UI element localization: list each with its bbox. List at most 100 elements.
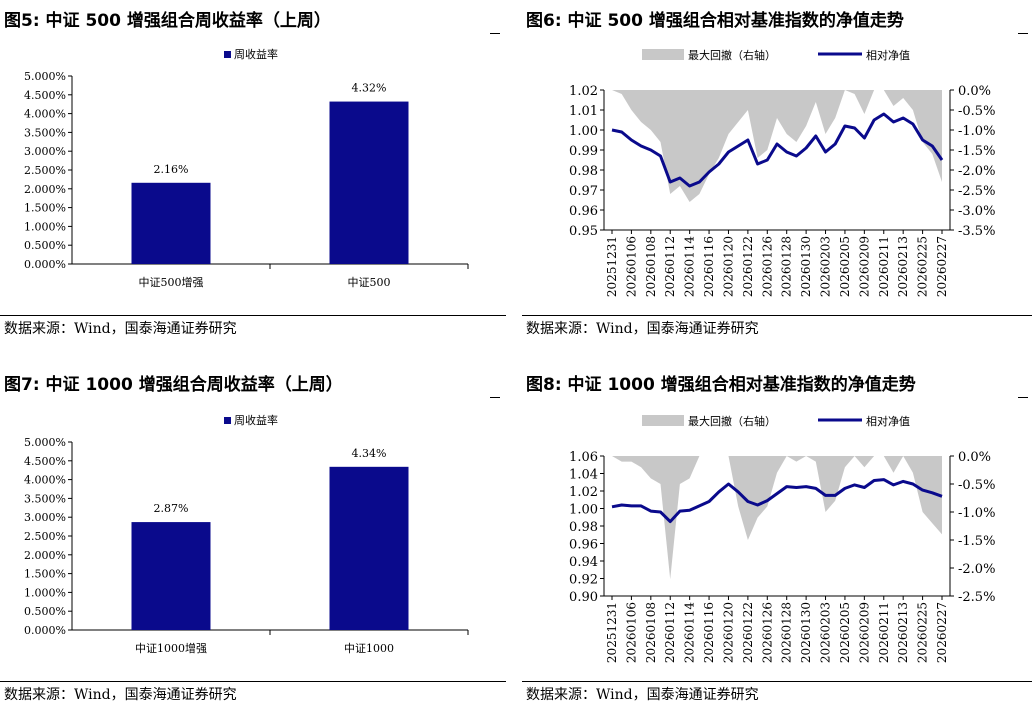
x-tick-label: 20260225 [916,236,930,297]
x-tick-label: 20251231 [605,236,619,297]
x-tick-label: 20260227 [935,602,949,663]
legend-swatch-drawdown [642,415,684,426]
right-tick-label: -1.5% [958,144,995,159]
bar [329,101,409,265]
legend-swatch [224,417,231,424]
x-tick-label: 20260108 [644,602,658,663]
title-divider [1018,33,1028,34]
y-tick-label: 1.000% [24,586,66,599]
x-tick-label: 20260209 [857,602,871,663]
y-tick-label: 4.500% [24,455,66,468]
x-tick-label: 20260130 [799,602,813,663]
x-tick-label: 20260122 [741,236,755,297]
y-tick-label: 1.000% [24,220,66,233]
y-tick-label: 4.000% [24,474,66,487]
left-tick-label: 0.96 [569,538,598,553]
title-divider [1018,397,1028,398]
figure-7-panel: 图7: 中证 1000 增强组合周收益率（上周） 周收益率 0.000% 0.500… [0,362,506,707]
legend-swatch-drawdown [642,49,684,60]
left-tick-label: 1.04 [569,468,598,483]
figure-7-title: 图7: 中证 1000 增强组合周收益率（上周） [4,375,343,395]
x-tick-label: 20260112 [663,236,677,297]
figure-7-source: 数据来源：Wind，国泰海通证券研究 [4,687,237,703]
bar [131,182,211,264]
x-tick-label: 20260203 [819,236,833,297]
left-tick-label: 0.94 [569,555,598,570]
figure-5-title: 图5: 中证 500 增强组合周收益率（上周） [4,11,331,31]
figure-5-chart: 周收益率 0.000% 0.500% 1.000% 1.500% 2.000% 2.500%… [24,47,469,289]
left-tick-label: 0.97 [569,184,598,199]
y-tick-label: 2.500% [24,530,66,543]
legend-label-drawdown: 最大回撤（右轴） [688,48,776,62]
x-tick-label: 20260122 [741,602,755,663]
data-label: 2.16% [154,163,189,176]
figure-5-panel: 图5: 中证 500 增强组合周收益率（上周） 周收益率 0.000% 0.500%… [0,0,506,345]
drawdown-area [612,90,942,202]
left-tick-label: 1.02 [569,84,598,99]
figure-7-chart: 周收益率 0.000% 0.500% 1.000% 1.500% 2.000% 2.500%… [24,413,469,655]
legend-label: 周收益率 [234,413,278,427]
right-tick-label: -0.5% [958,104,995,119]
source-rule [522,681,1032,682]
right-tick-label: -2.0% [958,562,995,577]
x-tick-label: 20260126 [760,236,774,297]
x-tick-label: 20260211 [877,602,891,663]
y-tick-label: 3.000% [24,511,66,524]
x-tick-label: 20260128 [780,602,794,663]
left-tick-label: 0.95 [569,224,598,239]
x-tick-label: 20260120 [721,236,735,297]
y-tick-label: 0.000% [24,258,66,271]
data-label: 2.87% [154,502,189,515]
x-tick-label: 20260211 [877,236,891,297]
left-tick-label: 1.00 [569,503,598,518]
right-tick-label: -2.5% [958,184,995,199]
y-tick-label: 3.500% [24,126,66,139]
x-tick-label: 20260205 [838,602,852,663]
x-tick-label: 20260106 [624,602,638,663]
source-rule [522,315,1032,316]
figure-6-title: 图6: 中证 500 增强组合相对基准指数的净值走势 [526,11,904,31]
legend-label: 周收益率 [234,47,278,61]
x-tick-label: 20260112 [663,602,677,663]
x-tick-label: 20260114 [683,236,697,297]
y-tick-label: 3.000% [24,145,66,158]
drawdown-area [612,456,942,580]
legend-swatch [224,51,231,58]
y-tick-label: 4.000% [24,108,66,121]
figure-5-source: 数据来源：Wind，国泰海通证券研究 [4,321,237,337]
source-rule [0,681,506,682]
left-tick-label: 0.90 [569,590,598,605]
bar [131,522,211,630]
y-tick-label: 0.000% [24,624,66,637]
nav-line [611,112,944,188]
right-tick-label: -2.0% [958,164,995,179]
x-tick-label: 20260114 [683,602,697,663]
y-tick-label: 5.000% [24,70,66,83]
right-tick-label: -1.0% [958,506,995,521]
x-tick-label: 20260120 [721,602,735,663]
x-tick-label: 中证500增强 [139,275,204,289]
y-tick-label: 3.500% [24,492,66,505]
x-tick-label: 中证1000增强 [135,641,207,655]
y-tick-label: 4.500% [24,89,66,102]
x-tick-label: 20260116 [702,236,716,297]
right-tick-label: 0.0% [958,84,991,99]
right-tick-label: -3.0% [958,204,995,219]
data-label: 4.34% [352,447,387,460]
x-tick-label: 中证500 [348,276,391,289]
y-tick-label: 0.500% [24,605,66,618]
x-tick-label: 20260213 [896,602,910,663]
x-tick-label: 20260128 [780,236,794,297]
figure-8-chart: 最大回撤（右轴） 相对净值 0.90 0.92 0.94 0.96 0.98 1.00 1.02… [569,414,995,663]
x-tick-label: 20260203 [819,602,833,663]
left-tick-label: 1.01 [569,104,598,119]
bar [329,466,409,630]
left-tick-label: 0.98 [569,164,598,179]
figure-8-source: 数据来源：Wind，国泰海通证券研究 [526,687,759,703]
y-tick-label: 5.000% [24,436,66,449]
x-tick-label: 20260130 [799,236,813,297]
x-tick-label: 20260227 [935,236,949,297]
left-tick-label: 1.00 [569,124,598,139]
x-tick-label: 中证1000 [344,642,394,655]
right-tick-label: 0.0% [958,450,991,465]
